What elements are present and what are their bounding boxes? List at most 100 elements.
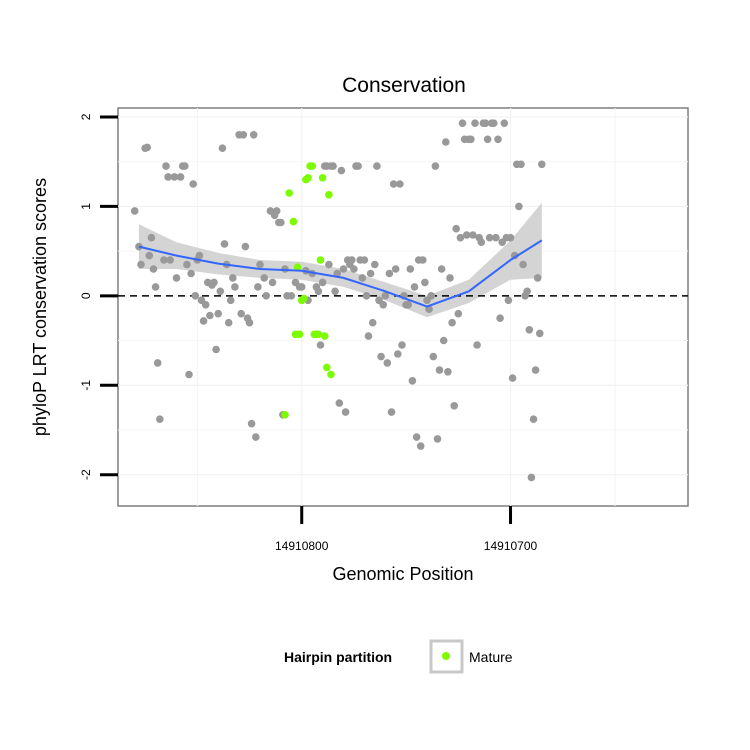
data-point (485, 233, 494, 242)
data-point (385, 269, 394, 278)
data-point (341, 408, 350, 416)
data-point (439, 336, 448, 345)
data-point (383, 359, 392, 367)
data-point (354, 162, 362, 170)
data-point (538, 160, 546, 169)
y-tick-label: 2 (79, 113, 93, 120)
data-point (536, 329, 544, 338)
data-point (406, 265, 415, 273)
data-point (297, 283, 306, 291)
data-point (147, 233, 156, 242)
mature-point (327, 370, 335, 379)
data-point (339, 265, 348, 273)
x-tick-label: 14910800 (275, 539, 329, 553)
mature-point (308, 162, 317, 170)
data-point (245, 318, 254, 327)
data-point (160, 256, 168, 264)
data-point (318, 278, 327, 287)
data-point (431, 162, 440, 170)
legend: Hairpin partition Mature (284, 639, 513, 674)
data-point (469, 231, 477, 239)
data-point (268, 278, 277, 287)
y-tick-label: -2 (79, 469, 93, 480)
data-point (262, 292, 271, 300)
data-point (433, 435, 442, 443)
data-point (226, 296, 235, 305)
data-point (435, 366, 444, 374)
data-point (314, 287, 323, 296)
data-point (325, 260, 333, 269)
data-point (149, 265, 158, 273)
data-point (452, 224, 461, 233)
data-point (183, 260, 191, 269)
data-point (254, 283, 262, 291)
data-point (335, 399, 344, 407)
mature-point (325, 191, 333, 199)
mature-point (314, 330, 323, 339)
data-point (368, 318, 377, 327)
mature-point (289, 217, 298, 226)
data-point (337, 166, 346, 175)
data-point (277, 218, 285, 227)
data-point (181, 162, 189, 170)
data-point (448, 318, 456, 327)
data-point (137, 260, 145, 269)
data-point (371, 260, 379, 269)
data-point (515, 202, 523, 211)
data-point (358, 274, 367, 282)
x-axis-title: Genomic Position (332, 564, 473, 584)
data-point (187, 269, 195, 278)
data-point (527, 473, 536, 482)
data-point (379, 301, 388, 309)
data-point (130, 207, 139, 215)
mature-point (318, 174, 327, 182)
y-tick-label: -1 (79, 380, 93, 391)
data-point (239, 131, 248, 139)
data-point (210, 278, 218, 287)
data-point (496, 314, 504, 323)
data-point (387, 408, 396, 416)
data-point (206, 311, 214, 320)
data-point (416, 442, 425, 450)
data-point (458, 119, 467, 127)
data-point (249, 131, 258, 139)
data-point (360, 256, 369, 264)
data-point (483, 135, 492, 144)
y-tick-label: 1 (79, 203, 93, 210)
data-point (170, 173, 179, 181)
data-point (517, 160, 525, 169)
data-point (462, 231, 471, 239)
data-point (166, 256, 174, 264)
data-point (287, 292, 296, 300)
data-point (366, 269, 375, 278)
data-point (176, 173, 185, 181)
grid-lines (118, 108, 688, 506)
data-point (172, 274, 181, 282)
data-point (419, 256, 427, 264)
data-point (212, 345, 220, 354)
data-point (224, 318, 233, 327)
legend-title: Hairpin partition (284, 649, 392, 665)
data-point (508, 374, 517, 382)
data-point (506, 233, 515, 242)
chart-title: Conservation (342, 74, 466, 97)
data-point (189, 180, 197, 188)
data-point (145, 251, 154, 260)
data-point (429, 352, 438, 361)
data-point (195, 251, 204, 260)
data-point (256, 260, 264, 269)
data-point (153, 359, 162, 367)
data-point (151, 283, 160, 291)
data-point (504, 296, 513, 305)
data-point (350, 265, 358, 273)
mature-point (323, 363, 331, 372)
data-point (450, 402, 459, 410)
mature-point (316, 256, 325, 264)
axes: -2 -1 0 1 2 14910800 14910700 (79, 113, 538, 553)
mature-point (281, 411, 289, 419)
legend-label-mature: Mature (469, 649, 513, 665)
data-point (316, 341, 325, 349)
data-point (377, 352, 385, 361)
mature-point (320, 332, 329, 340)
mature-point (295, 330, 304, 339)
